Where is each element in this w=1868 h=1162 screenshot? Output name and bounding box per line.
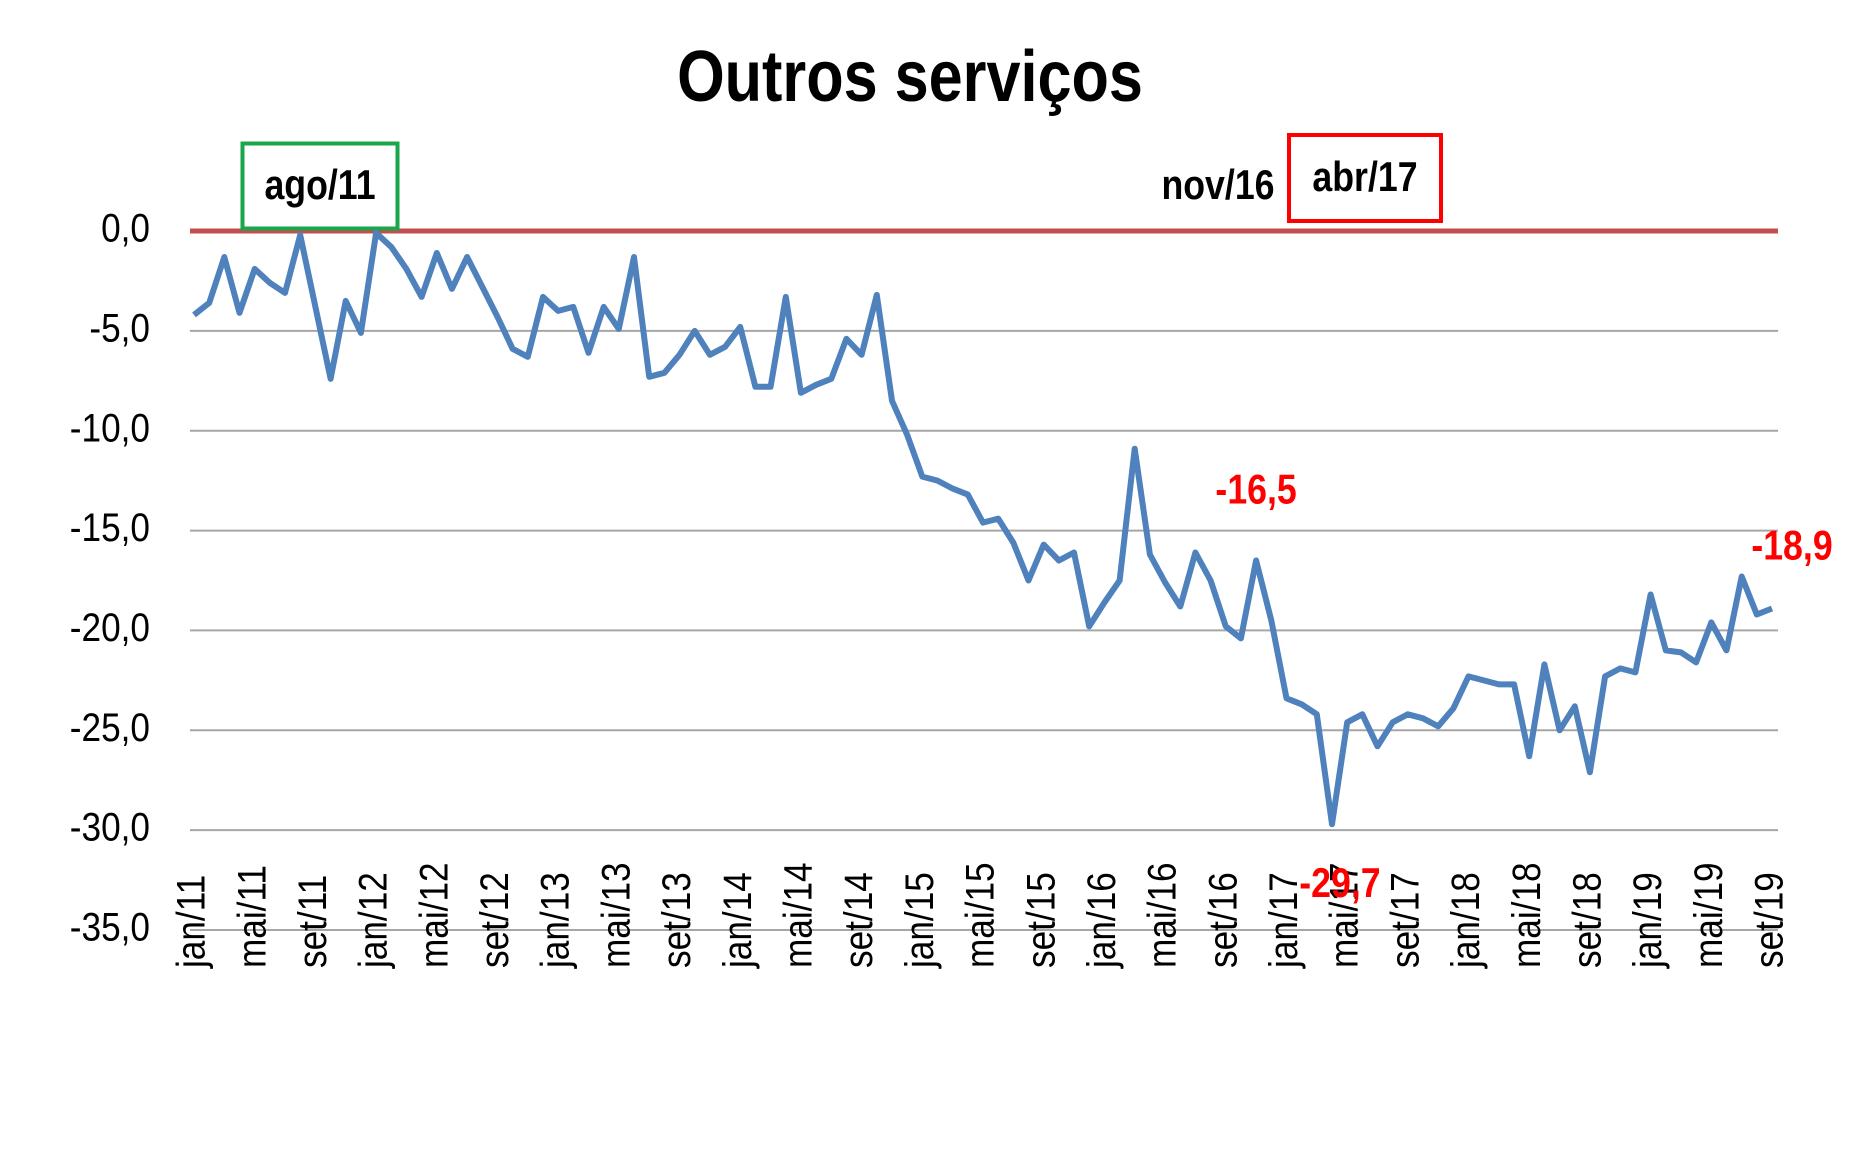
x-tick-label: jan/13 — [533, 872, 578, 969]
x-tick-label: set/15 — [1018, 872, 1063, 968]
x-tick-label: set/19 — [1746, 872, 1791, 968]
annotation: ago/11 — [264, 162, 375, 208]
x-tick-label: set/17 — [1382, 872, 1427, 968]
y-tick-label: -25,0 — [70, 705, 150, 750]
x-tick-label: mai/17 — [1322, 862, 1367, 968]
x-tick-label: jan/15 — [897, 872, 942, 969]
x-tick-label: mai/18 — [1504, 862, 1549, 968]
x-tick-label: set/13 — [654, 872, 699, 968]
x-tick-label: mai/19 — [1686, 862, 1731, 968]
annotation: nov/16 — [1161, 162, 1274, 208]
y-tick-label: -15,0 — [70, 505, 150, 550]
x-tick-label: mai/14 — [775, 862, 820, 968]
x-tick-label: jan/19 — [1625, 872, 1670, 969]
data-label: -16,5 — [1215, 467, 1296, 513]
x-tick-label: set/16 — [1200, 872, 1245, 968]
x-tick-label: mai/13 — [593, 862, 638, 968]
chart-title: Outros serviços — [677, 37, 1143, 117]
x-tick-label: jan/14 — [715, 872, 760, 969]
annotation-box — [240, 141, 400, 231]
x-tick-label: jan/12 — [351, 872, 396, 969]
x-tick-label: set/14 — [836, 872, 881, 968]
y-tick-label: -30,0 — [70, 805, 150, 850]
x-tick-label: jan/11 — [168, 875, 213, 969]
data-label: -18,9 — [1751, 523, 1832, 569]
x-tick-label: jan/16 — [1079, 872, 1124, 969]
data-label: -29,7 — [1299, 861, 1380, 907]
x-tick-label: mai/11 — [229, 865, 274, 968]
y-tick-label: -20,0 — [70, 605, 150, 650]
annotation-box — [1287, 133, 1443, 223]
x-tick-label: set/12 — [472, 872, 517, 968]
x-tick-label: set/18 — [1564, 872, 1609, 968]
x-tick-label: mai/16 — [1140, 862, 1185, 968]
x-tick-label: mai/12 — [411, 862, 456, 968]
x-tick-label: mai/15 — [957, 862, 1002, 968]
y-tick-label: -10,0 — [70, 405, 150, 450]
line-series — [192, 230, 1774, 828]
y-tick-label: 0,0 — [101, 205, 150, 250]
annotation: abr/17 — [1312, 154, 1417, 200]
x-tick-label: jan/17 — [1261, 872, 1306, 969]
x-tick-label: jan/18 — [1443, 872, 1488, 969]
y-tick-label: -5,0 — [89, 305, 150, 350]
y-tick-label: -35,0 — [70, 904, 150, 949]
x-tick-label: set/11 — [290, 875, 335, 968]
